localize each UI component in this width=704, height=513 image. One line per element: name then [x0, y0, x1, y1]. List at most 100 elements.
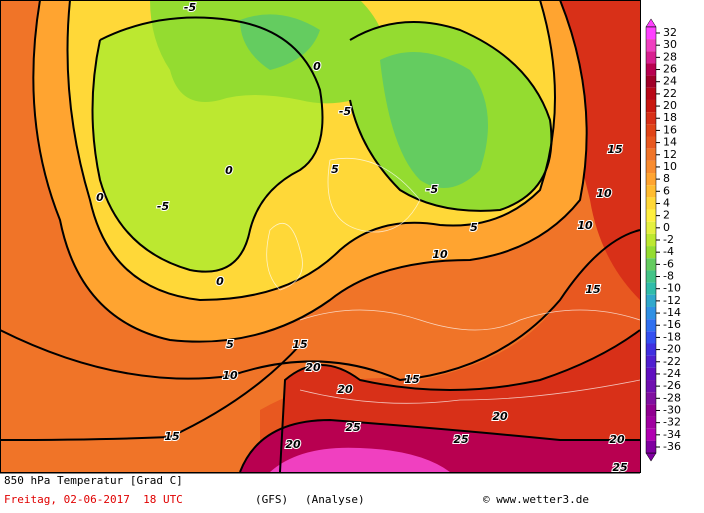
legend-swatch [646, 26, 656, 40]
legend-label: 14 [663, 136, 677, 149]
isotherms [0, 0, 641, 473]
legend-swatch [646, 148, 656, 161]
legend-label: 24 [663, 75, 677, 88]
legend-swatch [646, 343, 656, 356]
legend-swatch [646, 404, 656, 417]
contour-label: 20 [337, 383, 353, 396]
legend-swatch [646, 331, 656, 344]
contour-labels: -5 -5 -5 -5 0 0 0 0 5 5 5 10 10 10 10 15 15 15 15 15 20 20 20 2… [95, 0, 629, 475]
contour-label: 20 [285, 438, 301, 451]
legend-label: -16 [663, 318, 681, 331]
legend-label: -6 [663, 257, 674, 270]
legend-swatch [646, 282, 656, 295]
contour-label: 10 [596, 187, 612, 200]
contour-label: 25 [612, 461, 628, 474]
legend-swatch [646, 185, 656, 198]
legend-swatch [646, 416, 656, 429]
legend-label: 16 [663, 123, 677, 136]
contour-label: 25 [345, 421, 361, 434]
legend-label: -20 [663, 343, 681, 356]
legend-swatch [646, 87, 656, 100]
contour-label: -5 [339, 105, 352, 118]
contour-label: 15 [164, 430, 180, 443]
legend-label: -28 [663, 391, 681, 404]
legend-swatch [646, 246, 656, 259]
legend-label: 18 [663, 111, 677, 124]
legend-label: 12 [663, 148, 677, 161]
legend-label: -30 [663, 403, 681, 416]
legend-label: 22 [663, 87, 677, 100]
legend-label: -18 [663, 330, 681, 343]
legend-swatch [646, 136, 656, 149]
contour-label: 0 [216, 275, 224, 288]
legend-label: -24 [663, 367, 681, 380]
legend-swatch [646, 440, 656, 454]
contour-label: 10 [432, 248, 448, 261]
legend-swatch [646, 63, 656, 76]
legend-label: -10 [663, 282, 681, 295]
legend-swatch [646, 75, 656, 88]
legend-label: -32 [663, 416, 681, 429]
legend-swatch [646, 355, 656, 368]
legend-swatch [646, 209, 656, 222]
contour-label: -5 [157, 200, 170, 213]
legend-label: -26 [663, 379, 681, 392]
contour-label: 10 [222, 369, 238, 382]
legend-label: 10 [663, 160, 677, 173]
contour-label: 15 [585, 283, 601, 296]
legend-swatch [646, 428, 656, 441]
legend-swatch [646, 258, 656, 271]
legend-swatch [646, 99, 656, 113]
legend-swatch [646, 173, 656, 186]
legend-label: -34 [663, 428, 681, 441]
legend-label: 28 [663, 50, 677, 63]
footer-model: (GFS) [255, 493, 288, 506]
contour-label: -5 [426, 183, 439, 196]
contour-label: 0 [313, 60, 321, 73]
legend-swatch [646, 367, 656, 381]
contour-label: 25 [453, 433, 469, 446]
legend-swatch [646, 221, 656, 234]
legend-label: 32 [663, 26, 677, 39]
legend-label: -8 [663, 270, 674, 283]
legend-frame [645, 26, 657, 454]
contour-label: 0 [96, 191, 104, 204]
legend-label: -36 [663, 440, 681, 453]
contour-label: -5 [184, 1, 197, 14]
legend-swatch [646, 270, 656, 283]
legend-label: 26 [663, 63, 677, 76]
temperature-field [380, 52, 488, 188]
legend-swatch [646, 294, 656, 307]
contour-label: 20 [492, 410, 508, 423]
legend-swatch [646, 51, 656, 64]
temperature-field [270, 447, 450, 472]
legend-label: -2 [663, 233, 674, 246]
legend-label: 4 [663, 196, 670, 209]
contour-label: 10 [577, 219, 593, 232]
contour-label: 5 [226, 338, 234, 351]
legend-label: -22 [663, 355, 681, 368]
legend-label: -14 [663, 306, 681, 319]
contour-label: 20 [609, 433, 625, 446]
legend-swatch [646, 124, 656, 137]
map-area: -5 -5 -5 -5 0 0 0 0 5 5 5 10 10 10 10 15 15 15 15 15 20 20 20 2… [0, 0, 641, 475]
contour-label: 0 [225, 164, 233, 177]
legend-label: 30 [663, 38, 677, 51]
legend-swatch [646, 112, 656, 125]
legend-swatch [646, 160, 656, 174]
contour-label: 15 [404, 373, 420, 386]
footer-date: Freitag, 02-06-2017 18 UTC [4, 493, 183, 506]
legend-swatch [646, 306, 656, 320]
legend-label: 0 [663, 221, 670, 234]
legend-label: 2 [663, 209, 670, 222]
legend-label: 6 [663, 184, 670, 197]
legend-swatch [646, 197, 656, 210]
contour-label: 20 [305, 361, 321, 374]
legend-label: -12 [663, 294, 681, 307]
footer-analysis: (Analyse) [305, 493, 365, 506]
legend-swatch [646, 392, 656, 405]
contour-label: 15 [292, 338, 308, 351]
legend-label: 8 [663, 172, 670, 185]
